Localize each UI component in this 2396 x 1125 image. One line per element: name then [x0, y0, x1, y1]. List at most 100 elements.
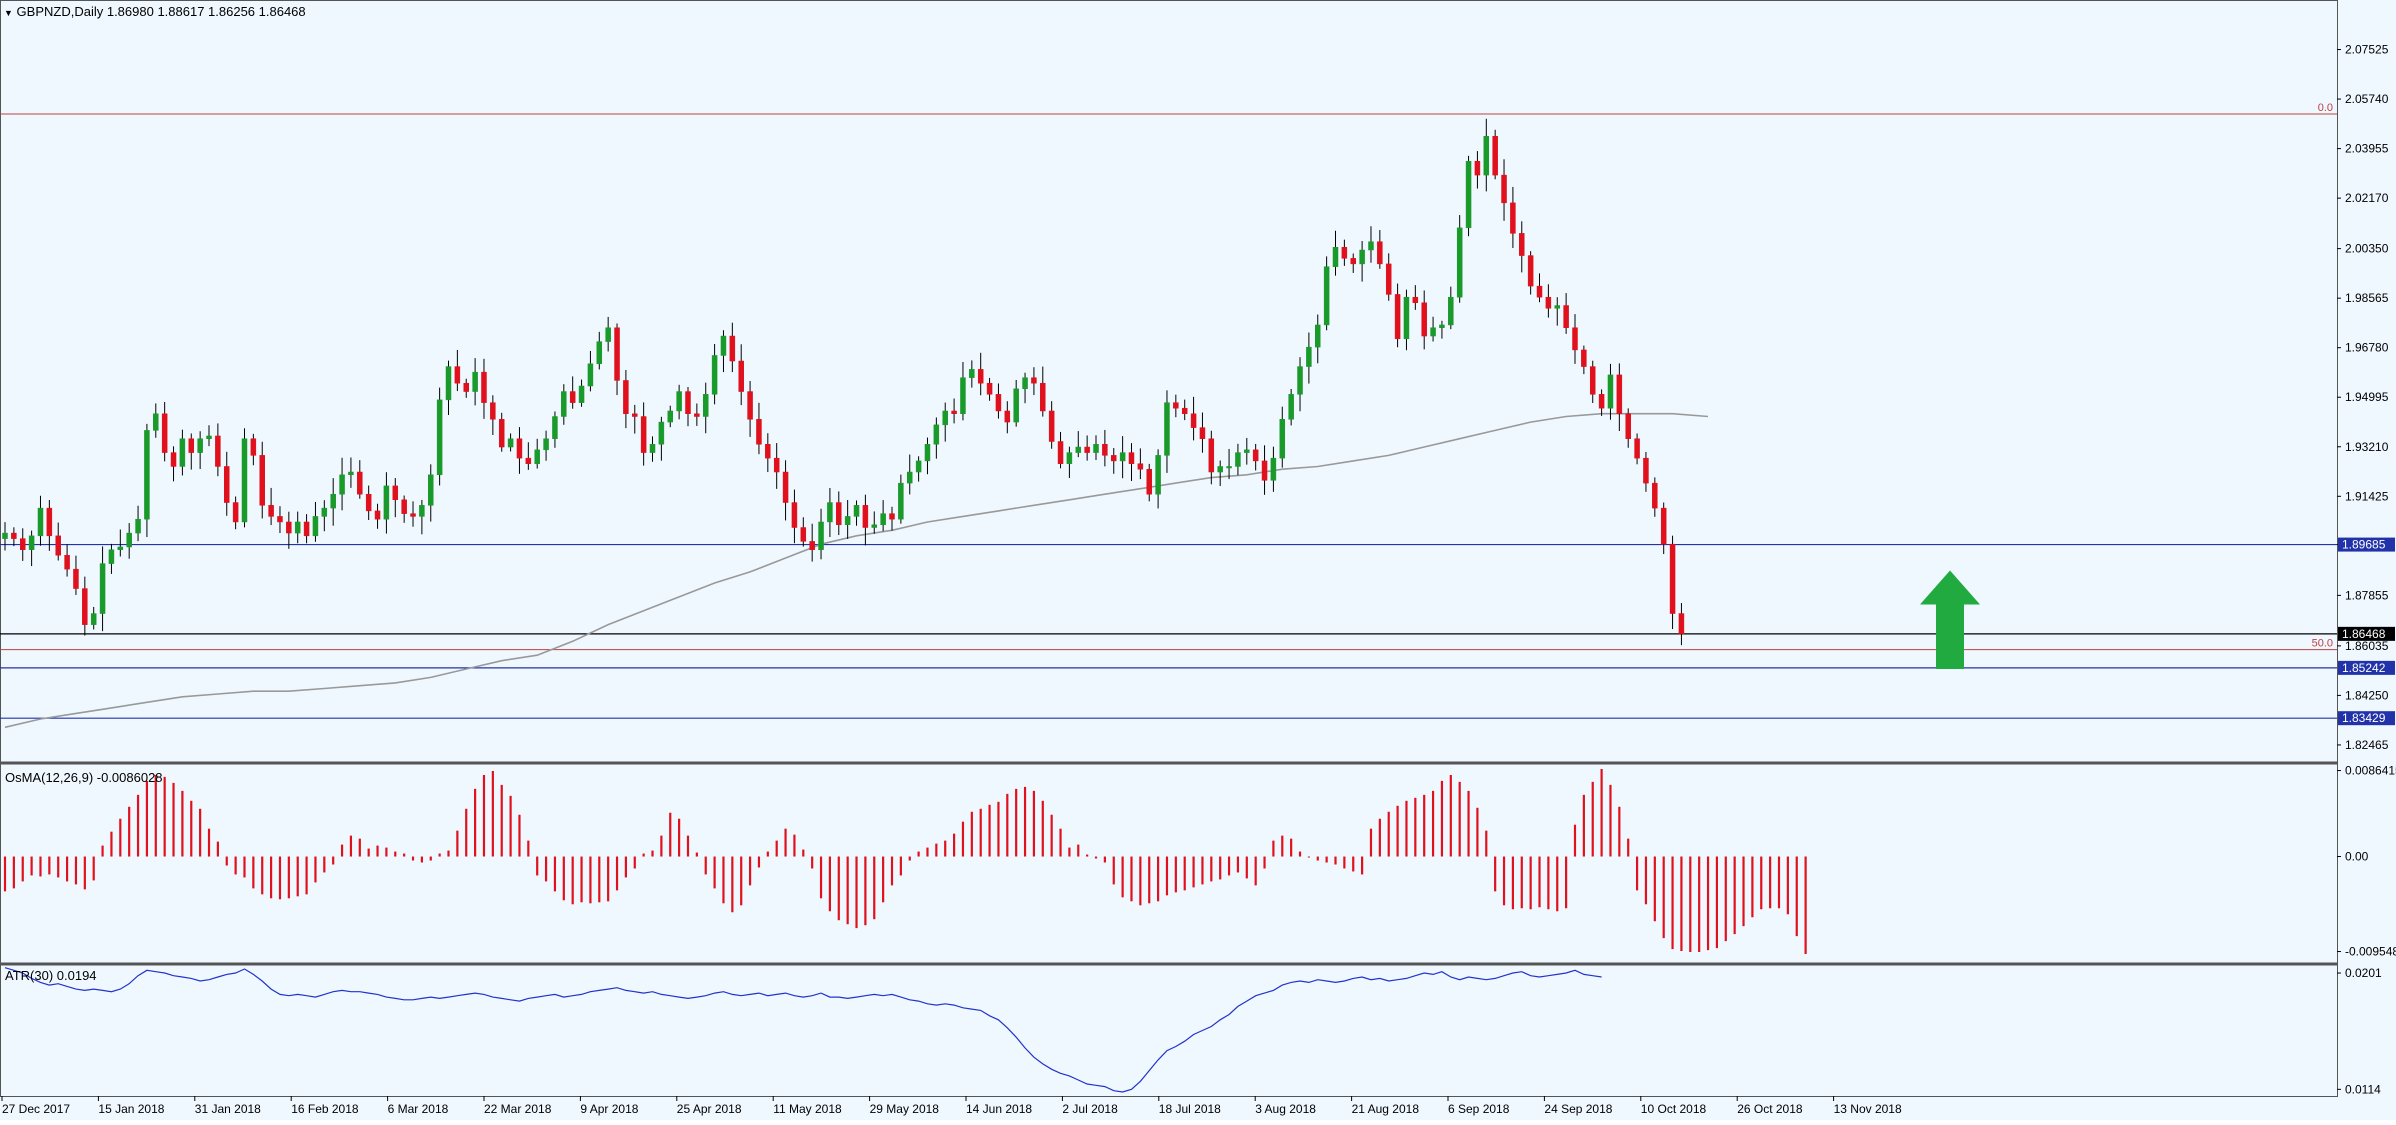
candle [206, 425, 212, 447]
candle-body [543, 438, 549, 451]
candle [90, 606, 97, 630]
candle-body [11, 532, 17, 539]
candle [1483, 118, 1490, 192]
level-price-box [2338, 537, 2395, 552]
candle [1403, 289, 1410, 351]
candle-body [1199, 427, 1206, 439]
candle-body [99, 563, 106, 614]
candle [1598, 389, 1605, 416]
candle [1589, 360, 1596, 404]
candle [1084, 435, 1090, 461]
candle-body [605, 327, 611, 342]
candle [1412, 285, 1419, 310]
candle [11, 527, 17, 547]
candle-body [161, 413, 168, 453]
time-tick-label: 18 Jul 2018 [1159, 1102, 1221, 1116]
candle [463, 378, 469, 398]
candle-body [1563, 305, 1569, 328]
candle-body [614, 327, 620, 381]
candle [179, 429, 186, 476]
atr-tick-label: 0.0201 [2345, 966, 2382, 980]
candle [365, 485, 372, 520]
candle [738, 344, 744, 406]
candle-body [809, 541, 815, 550]
candle-body [28, 535, 35, 550]
candle [1377, 230, 1383, 269]
candle-body [90, 613, 97, 625]
candle-body [1323, 266, 1330, 326]
candle-body [445, 366, 452, 401]
candle [64, 544, 70, 577]
candle [1554, 297, 1560, 326]
candle-body [490, 402, 496, 420]
candle [1075, 431, 1082, 458]
candle-body [126, 532, 132, 548]
candle-body [1625, 413, 1631, 439]
candle-body [898, 482, 904, 520]
candle-body [481, 371, 487, 403]
candle [1323, 256, 1330, 331]
candle [259, 441, 265, 519]
candle [1164, 390, 1170, 473]
candle [410, 501, 416, 527]
candle [224, 451, 230, 516]
candle-body [419, 505, 425, 517]
atr-line [4, 967, 1602, 1093]
candle-body [561, 391, 567, 417]
candle [685, 386, 691, 427]
candle [1022, 372, 1028, 404]
candle-body [729, 335, 736, 362]
candle-body [179, 438, 186, 467]
candle-body [1669, 543, 1676, 614]
candle [1359, 241, 1365, 282]
candle [1492, 129, 1498, 180]
candle-body [1430, 327, 1436, 337]
candle [374, 503, 381, 529]
candle [1173, 394, 1179, 418]
candle [1297, 357, 1303, 412]
level-price-label: 1.86468 [2342, 627, 2386, 641]
candle [1456, 215, 1463, 303]
candle [135, 505, 141, 542]
candle [1430, 316, 1436, 342]
candle [2, 522, 8, 551]
time-axis: 27 Dec 2017 15 Jan 2018 31 Jan 2018 16 Feb … [1, 1096, 1902, 1116]
candle [844, 500, 851, 539]
price-tick-label: 1.82465 [2345, 738, 2389, 752]
candle [161, 401, 168, 462]
time-tick-label: 11 May 2018 [773, 1102, 842, 1116]
candle-body [667, 410, 673, 423]
candle-body [1279, 419, 1286, 459]
candle-body [1359, 249, 1365, 265]
candle [676, 384, 682, 420]
candle-body [658, 421, 665, 445]
candle-body [747, 391, 753, 420]
candle [1634, 433, 1640, 465]
price-tick-label: 1.93210 [2345, 440, 2389, 454]
time-tick-label: 13 Nov 2018 [1834, 1102, 1902, 1116]
candle [19, 528, 26, 561]
candle [1341, 239, 1348, 266]
fib-label: 50.0 [2312, 638, 2333, 650]
collapse-triangle-icon[interactable]: ▼ [4, 8, 13, 18]
candle [1040, 366, 1046, 417]
osma-tick-label: -0.009548 [2345, 945, 2396, 959]
candle-body [800, 527, 807, 542]
candle-body [738, 360, 744, 392]
candle [498, 412, 505, 452]
candle-body [694, 413, 700, 417]
candle [339, 457, 345, 511]
candle-body [853, 505, 860, 517]
candle-body [1394, 294, 1401, 340]
candle-body [596, 341, 603, 365]
candle-body [569, 391, 576, 403]
candle-body [1190, 413, 1197, 428]
symbol-header: ▼ GBPNZD,Daily 1.86980 1.88617 1.86256 1… [4, 4, 306, 19]
candle [303, 514, 310, 544]
candle-body [268, 505, 274, 517]
candle [1394, 283, 1401, 348]
candle [1519, 221, 1525, 273]
candle [126, 523, 132, 559]
candle-body [365, 493, 372, 512]
